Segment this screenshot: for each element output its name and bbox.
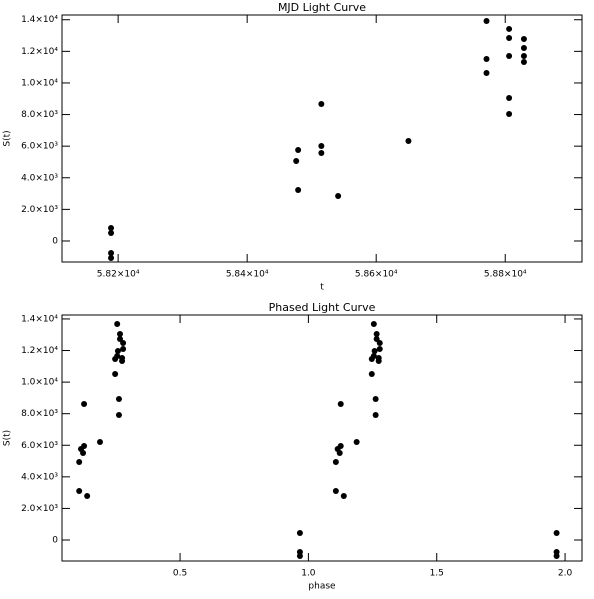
y-tick-label: 1.2×10⁴ <box>21 346 58 356</box>
x-tick-label: 2.0 <box>558 569 573 579</box>
x-tick-label: 5.88×10⁴ <box>484 270 527 280</box>
chart-title: Phased Light Curve <box>269 301 376 314</box>
point <box>372 411 379 418</box>
point <box>520 44 527 51</box>
point <box>295 146 302 153</box>
point <box>332 459 339 465</box>
point <box>372 396 379 402</box>
point <box>108 224 115 231</box>
y-tick-label: 2.0×10³ <box>21 504 58 514</box>
point <box>506 25 513 32</box>
point <box>335 192 342 199</box>
point <box>553 530 560 537</box>
point <box>120 340 127 347</box>
y-tick-label: 1.0×10⁴ <box>21 78 58 88</box>
x-tick-label: 1.0 <box>301 569 316 579</box>
point <box>506 94 513 101</box>
point <box>337 401 344 408</box>
x-tick-label: 0.5 <box>173 569 187 579</box>
y-tick-label: 4.0×10³ <box>21 472 58 482</box>
point <box>340 492 347 499</box>
point <box>117 330 124 337</box>
y-tick-label: 8.0×10³ <box>21 409 58 419</box>
point <box>353 438 360 445</box>
y-tick-label: 1.2×10⁴ <box>21 47 58 57</box>
point <box>81 443 88 450</box>
point <box>520 35 527 42</box>
x-tick-label: 5.82×10⁴ <box>97 270 140 280</box>
y-axis-label: S(t) <box>3 430 13 446</box>
point <box>405 137 412 144</box>
point <box>296 530 303 537</box>
point <box>506 110 513 117</box>
point <box>553 552 560 559</box>
x-tick-label: 5.86×10⁴ <box>355 270 398 280</box>
x-axis-label: phase <box>308 582 336 592</box>
point <box>368 356 375 363</box>
y-tick-label: 0 <box>52 536 58 546</box>
point <box>295 186 302 193</box>
point <box>318 149 325 156</box>
point <box>336 450 343 456</box>
point <box>483 17 490 24</box>
point <box>375 358 382 365</box>
point <box>115 396 122 402</box>
x-tick-label: 1.5 <box>430 569 444 579</box>
point <box>84 492 91 499</box>
y-tick-label: 1.4×10⁴ <box>21 15 58 25</box>
point <box>120 346 127 353</box>
point <box>293 157 300 164</box>
point <box>483 69 490 76</box>
point <box>112 371 119 378</box>
point <box>370 321 377 327</box>
y-tick-label: 6.0×10³ <box>21 142 58 152</box>
y-axis-label: S(t) <box>3 130 13 146</box>
point <box>76 459 83 465</box>
point <box>371 348 378 354</box>
point <box>520 58 527 65</box>
point <box>332 488 339 495</box>
point <box>108 249 115 256</box>
point <box>114 348 121 354</box>
point <box>296 552 303 559</box>
point <box>76 488 83 495</box>
y-tick-label: 1.0×10⁴ <box>21 378 58 388</box>
point <box>114 321 121 327</box>
point <box>80 450 87 456</box>
point <box>318 142 325 149</box>
point <box>108 229 115 236</box>
y-tick-label: 4.0×10³ <box>21 173 58 183</box>
point <box>119 358 126 365</box>
point <box>506 34 513 41</box>
chart-title: MJD Light Curve <box>278 1 366 14</box>
y-tick-label: 8.0×10³ <box>21 110 58 120</box>
point <box>337 443 344 450</box>
y-tick-label: 1.4×10⁴ <box>21 314 58 324</box>
x-axis-label: t <box>320 283 324 293</box>
point <box>115 411 122 418</box>
point <box>108 254 115 261</box>
x-tick-label: 5.84×10⁴ <box>226 270 269 280</box>
y-tick-label: 2.0×10³ <box>21 205 58 215</box>
plot-frame <box>61 314 583 562</box>
point <box>96 438 103 445</box>
point <box>376 346 383 353</box>
point <box>318 100 325 107</box>
point <box>81 401 88 408</box>
y-tick-label: 0 <box>52 236 58 246</box>
point <box>506 52 513 59</box>
point <box>373 330 380 337</box>
y-tick-label: 6.0×10³ <box>21 441 58 451</box>
plot-frame <box>61 14 583 263</box>
point <box>376 340 383 347</box>
point <box>368 371 375 378</box>
point <box>520 52 527 59</box>
point <box>483 55 490 62</box>
point <box>112 356 119 363</box>
